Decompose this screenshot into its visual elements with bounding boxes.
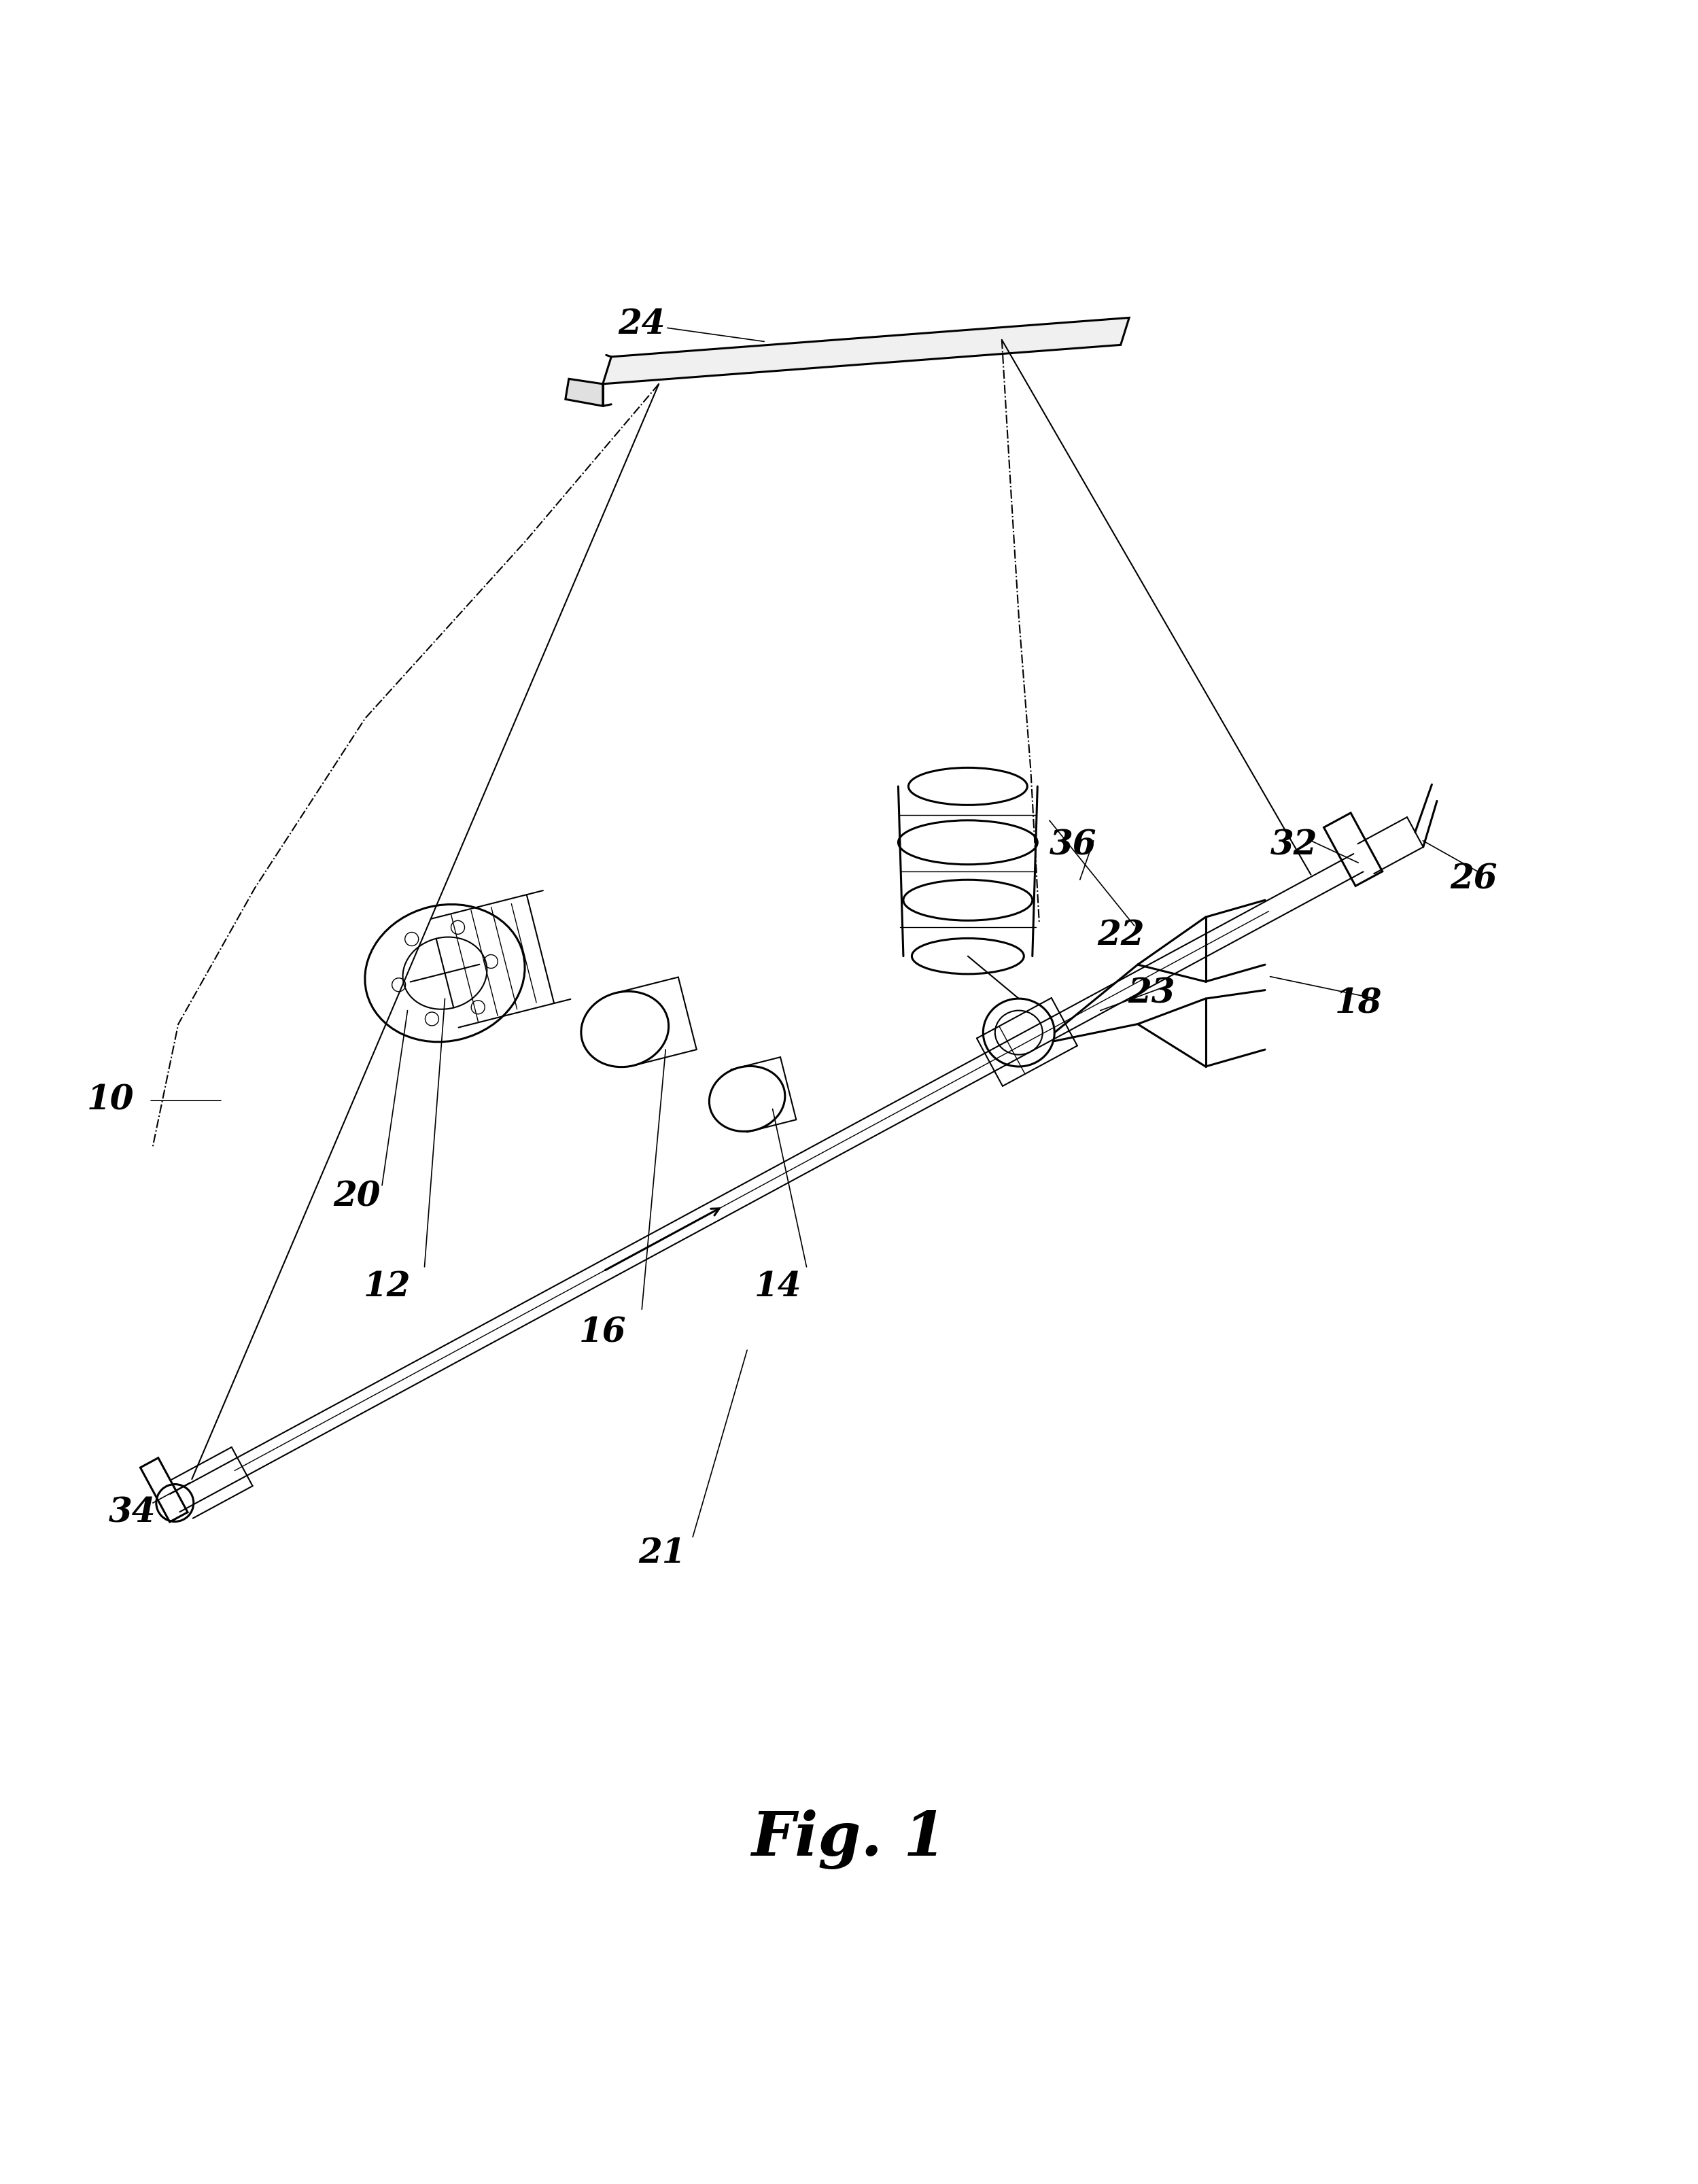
Text: Fig. 1: Fig. 1 [752, 1808, 946, 1870]
Text: 21: 21 [638, 1538, 686, 1570]
Text: 34: 34 [109, 1496, 156, 1529]
Text: 32: 32 [1270, 830, 1318, 863]
Text: 36: 36 [1049, 830, 1097, 863]
Text: 26: 26 [1450, 863, 1498, 895]
Polygon shape [565, 378, 603, 406]
Text: 14: 14 [754, 1271, 801, 1304]
Text: 22: 22 [1097, 919, 1144, 952]
Text: 24: 24 [618, 308, 666, 341]
Text: 10: 10 [87, 1083, 134, 1118]
Text: 20: 20 [333, 1182, 380, 1214]
Text: 23: 23 [1127, 976, 1175, 1011]
Text: 18: 18 [1335, 987, 1382, 1020]
Text: 16: 16 [579, 1317, 627, 1350]
Text: 12: 12 [363, 1271, 411, 1304]
Polygon shape [603, 317, 1129, 384]
